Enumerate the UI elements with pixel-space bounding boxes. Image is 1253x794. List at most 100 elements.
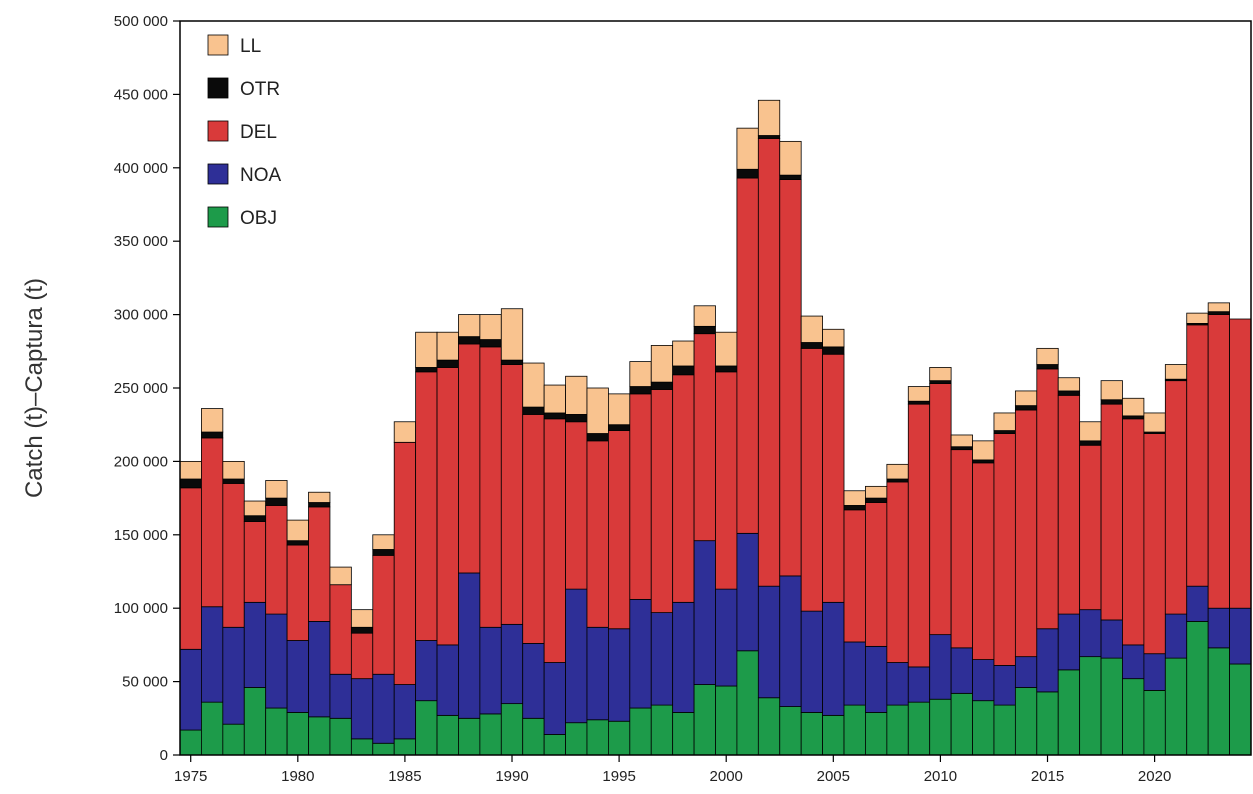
bar-segment-del [1207,314,1230,609]
bar-segment-ll [1122,397,1145,417]
bar-segment-ll [586,387,609,434]
bar-segment-obj [907,701,931,756]
bar-segment-noa [586,626,609,721]
bar-segment-noa [757,585,781,699]
bar-segment-del [222,483,245,628]
bar-segment-noa [822,601,845,716]
bar-segment-obj [1122,678,1145,756]
bar-segment-otr [565,414,588,423]
bar-segment-otr [1079,440,1102,446]
bar-segment-noa [779,575,802,707]
bar-segment-noa [907,666,931,703]
bar-segment-obj [693,684,716,756]
x-tick-label: 2015 [1031,768,1064,785]
bar-stack-2008 [886,463,909,756]
bar-segment-obj [308,716,331,756]
bar-segment-noa [993,665,1016,706]
bar-stack-2004 [800,315,823,756]
bar-stack-1984 [372,534,395,756]
bar-stack-2014 [1014,390,1038,756]
bar-segment-obj [1229,663,1252,756]
bar-segment-ll [715,331,738,367]
bar-segment-obj [672,712,695,756]
bar-segment-noa [458,572,481,719]
bar-segment-noa [179,648,202,731]
x-tick-label: 1990 [495,768,528,785]
bar-segment-ll [608,393,631,426]
bar-segment-obj [1057,669,1081,756]
bar-segment-noa [565,588,588,724]
bar-segment-del [586,440,609,628]
bar-segment-obj [993,704,1016,756]
bar-segment-noa [865,645,888,713]
bar-stack-1995 [608,393,631,756]
bar-segment-ll [1014,390,1038,407]
bar-segment-ll [436,331,459,361]
bar-segment-noa [650,612,674,706]
bar-segment-otr [436,359,459,368]
y-tick-label: 150 000 [114,527,168,544]
bar-stack-1983 [350,609,374,756]
bar-segment-ll [1143,412,1166,433]
bar-stack-2017 [1079,421,1102,756]
bar-segment-obj [822,714,845,756]
bar-segment-ll [479,314,502,340]
bar-stack-2015 [1036,347,1059,756]
bar-segment-otr [1122,415,1145,420]
bar-segment-obj [1164,657,1188,756]
x-tick-label: 2005 [817,768,850,785]
x-tick-label: 2020 [1138,768,1171,785]
bar-segment-ll [350,609,374,628]
bar-segment-otr [736,168,759,179]
bar-stack-1988 [458,314,481,756]
bar-segment-ll [286,519,309,542]
legend-item-noa: NOA [207,163,282,186]
y-axis-label: Catch (t)–Captura (t) [21,278,48,498]
bar-segment-obj [650,704,674,756]
bar-segment-otr [672,365,695,376]
bar-segment-obj [286,712,309,756]
bar-segment-otr [522,406,545,415]
bar-segment-noa [629,598,652,709]
bar-segment-del [693,333,716,542]
bar-segment-ll [458,314,481,338]
bar-segment-otr [693,325,716,335]
bar-segment-noa [800,610,823,713]
bar-segment-del [1014,409,1038,658]
bar-segment-del [1186,324,1209,587]
bar-segment-del [950,449,973,649]
bar-stack-1999 [693,305,716,756]
bar-segment-del [672,374,695,603]
bar-stacks [179,99,1252,756]
bar-segment-del [779,179,802,577]
bar-segment-otr [715,365,738,373]
bar-stack-1992 [543,384,566,756]
plot-frame [179,20,1252,756]
bar-stack-2023 [1207,302,1230,756]
bar-segment-otr [1036,364,1059,370]
bar-stack-2013 [993,412,1016,756]
bar-stack-2021 [1164,364,1188,756]
bar-segment-del [243,521,267,603]
bar-segment-obj [436,714,459,756]
bar-segment-noa [372,673,395,744]
y-tick-label: 300 000 [114,307,168,324]
bar-segment-otr [993,430,1016,434]
bar-segment-del [522,414,545,644]
bar-segment-del [972,462,995,660]
bar-segment-otr [415,367,438,373]
bar-segment-obj [608,720,631,756]
bar-stack-1981 [308,491,331,756]
bar-stack-1985 [393,421,417,756]
bar-stack-2000 [715,331,738,756]
legend-label: DEL [240,122,277,143]
bar-segment-del [865,502,888,647]
bar-segment-obj [1143,690,1166,756]
bar-segment-otr [907,400,931,405]
bar-segment-noa [1186,585,1209,622]
bar-segment-del [886,481,909,663]
bar-stack-1977 [222,460,245,756]
bar-segment-otr [265,497,288,506]
bar-segment-del [415,371,438,641]
bar-segment-noa [393,684,417,740]
